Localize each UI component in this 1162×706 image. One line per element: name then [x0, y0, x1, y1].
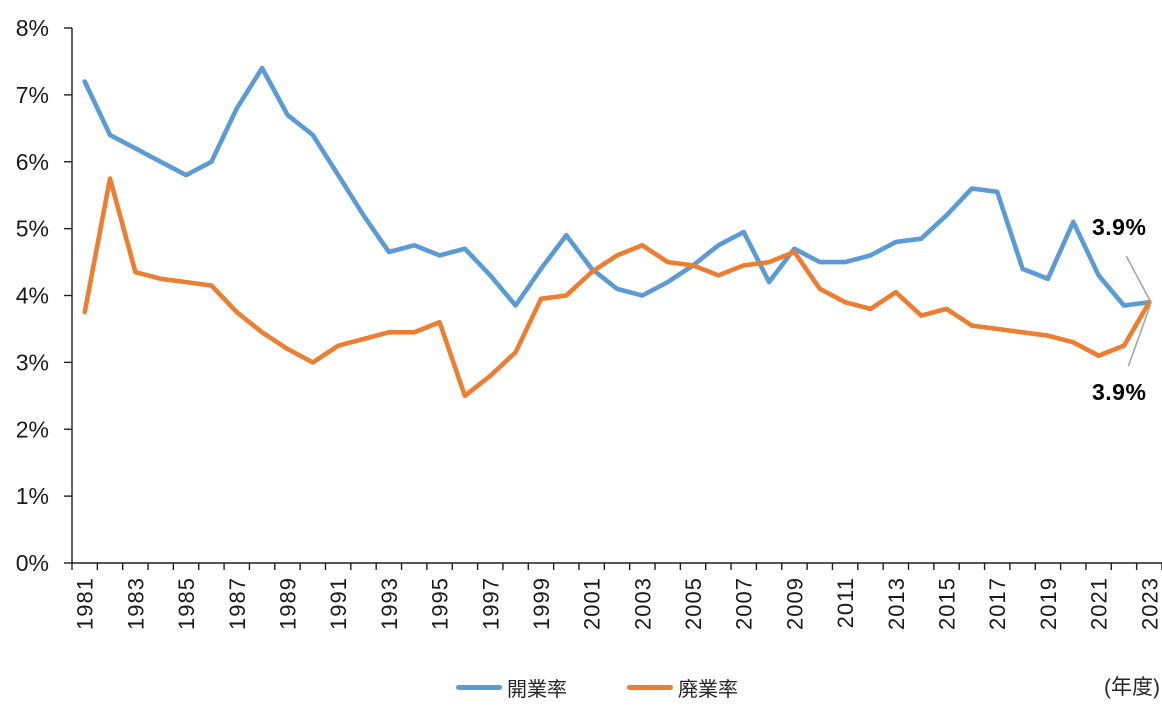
plot-canvas: 0%1%2%3%4%5%6%7%8%1981 1983 1985 1987 1989 19…: [16, 15, 1162, 630]
y-tick-label: 5%: [16, 216, 49, 242]
closing-rate-line: [82, 176, 1152, 399]
y-tick-label: 0%: [16, 550, 49, 576]
closing-rate-leader-line: [1127, 304, 1152, 367]
x-axis-unit-label: (年度): [1104, 676, 1160, 699]
x-tick-label: 1995: [428, 577, 453, 630]
closing-rate-line-swatch: [627, 685, 673, 690]
x-tick-label: 2011: [833, 577, 858, 628]
x-tick-label: 2019: [1036, 577, 1061, 630]
x-tick-label: 2003: [630, 577, 655, 630]
closing-rate-legend-label: 廃業率: [678, 679, 738, 701]
opening-rate-legend-label: 開業率: [507, 679, 567, 701]
y-tick-label: 8%: [16, 15, 49, 41]
y-tick-labels: 0% 1% 2% 3% 4% 5% 6% 7% 8%: [16, 15, 49, 576]
y-tick-label: 1%: [16, 483, 49, 509]
x-tick-label: 1985: [174, 577, 199, 630]
x-tick-label: 2007: [732, 577, 757, 630]
opening-rate-2023-data-label: 3.9%: [1092, 214, 1147, 240]
legend-item-closing-rate: 廃業率: [627, 673, 738, 702]
legend-item-opening-rate: 開業率: [456, 673, 567, 702]
opening-rate-line-swatch: [456, 685, 502, 690]
y-tick-label: 4%: [16, 283, 49, 309]
legend: 開業率 廃業率: [0, 673, 1162, 702]
x-tick-labels: 1981 1983 1985 1987 1989 1991 1993 1995 1997 1999…: [73, 577, 1162, 630]
x-tick-label: 1999: [529, 577, 554, 630]
y-tick-label: 2%: [16, 416, 49, 442]
x-tick-label: 2015: [935, 577, 960, 630]
x-tick-label: 2005: [681, 577, 706, 630]
x-tick-label: 1987: [225, 577, 250, 630]
y-tick-label: 3%: [16, 349, 49, 375]
opening-rate-leader-line: [1125, 255, 1152, 302]
x-tick-label: 2001: [580, 577, 605, 630]
leader-lines: [1125, 255, 1152, 367]
x-tick-label: 2009: [782, 577, 807, 630]
x-tick-label: 2013: [884, 577, 909, 630]
closing-rate-2023-data-label: 3.9%: [1092, 379, 1147, 405]
x-tick-label: 1989: [275, 577, 300, 630]
opening-rate-line: [82, 65, 1152, 308]
axes: [64, 27, 1162, 570]
x-tick-label: 1993: [377, 577, 402, 630]
x-tick-label: 2021: [1087, 577, 1112, 630]
y-tick-label: 6%: [16, 149, 49, 175]
x-tick-label: 1991: [326, 577, 351, 630]
x-tick-label: 1997: [478, 577, 503, 630]
x-tick-label: 1981: [73, 577, 98, 630]
x-tick-label: 2023: [1137, 577, 1162, 630]
x-tick-label: 2017: [985, 577, 1010, 630]
y-tick-label: 7%: [16, 82, 49, 108]
x-tick-label: 1983: [123, 577, 148, 630]
